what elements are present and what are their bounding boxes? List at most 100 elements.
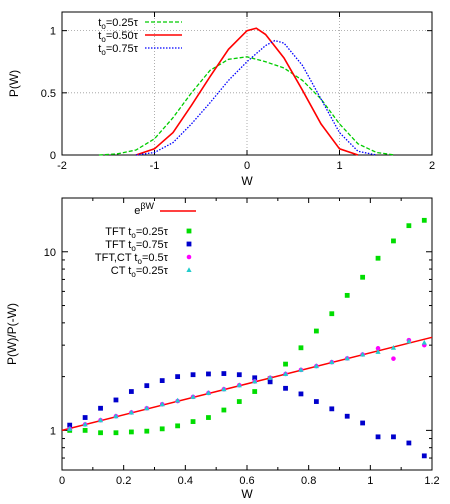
x-tick-label: 0.2: [116, 475, 131, 487]
legend-label-1: TFT to=0.25τ: [105, 226, 168, 240]
series-2: [67, 371, 427, 459]
data-point: [421, 453, 427, 459]
legend-marker-2: [186, 241, 192, 247]
data-point: [98, 405, 103, 411]
legend-label-2: TFT to=0.75τ: [105, 239, 168, 253]
data-point: [344, 355, 350, 361]
x-tick-label: 0: [59, 475, 65, 487]
x-axis-label: W: [241, 174, 253, 188]
y-tick-label: 1: [50, 425, 56, 437]
data-point: [283, 361, 288, 367]
data-point: [252, 375, 258, 381]
data-point: [67, 422, 73, 428]
data-point: [205, 390, 212, 395]
data-point: [221, 371, 227, 376]
data-point: [344, 292, 350, 298]
data-point: [144, 383, 150, 389]
top-chart: -2 -1 0 1 2 0 0.5 1 W P(W) to=0.25τto=0.50τto=0.75…: [7, 11, 435, 188]
series-4: [67, 338, 427, 431]
data-point: [159, 401, 165, 407]
data-point: [267, 379, 273, 385]
data-point: [421, 339, 427, 345]
data-point: [236, 399, 242, 404]
x-tick-label: 1.2: [424, 475, 439, 487]
data-point: [344, 413, 350, 419]
data-point: [113, 413, 119, 419]
data-point: [190, 419, 196, 424]
data-point: [360, 351, 366, 357]
data-point: [391, 356, 396, 361]
data-point: [283, 385, 288, 391]
series-1: [67, 217, 427, 436]
series-line-3: [135, 39, 377, 156]
data-point: [252, 389, 258, 394]
y-axis-label: P(W)/P(-W): [5, 303, 19, 365]
data-point: [375, 255, 381, 261]
data-point: [206, 415, 211, 420]
y-axis-label: P(W): [7, 70, 21, 97]
data-point: [282, 371, 289, 376]
legend-marker-4: [186, 267, 192, 272]
data-point: [298, 391, 304, 397]
data-point: [190, 372, 196, 378]
series-line-1: [98, 56, 396, 156]
data-point: [375, 346, 381, 351]
legend-label-ebw: eβW: [134, 201, 154, 217]
data-point: [159, 378, 165, 383]
x-tick-label: 0.8: [301, 475, 316, 487]
legend-marker-3: [186, 254, 192, 260]
data-point: [175, 397, 181, 403]
y-tick-label: 1: [50, 26, 56, 38]
data-point: [329, 311, 335, 317]
data-point: [236, 372, 242, 378]
data-point: [128, 389, 134, 394]
legend-marker-1: [186, 228, 192, 234]
x-tick-label: 0: [244, 160, 250, 172]
data-point: [375, 349, 381, 354]
data-point: [159, 426, 165, 432]
data-point: [406, 223, 412, 229]
data-point: [128, 409, 134, 415]
data-point: [221, 386, 227, 392]
x-tick-label: 0.6: [239, 475, 254, 487]
x-tick-label: 2: [429, 160, 435, 172]
data-point: [421, 217, 427, 223]
legend-label-4: CT to=0.25τ: [111, 265, 169, 279]
data-point: [144, 428, 150, 434]
series-line-2: [135, 27, 359, 156]
x-tick-label: 1: [336, 160, 342, 172]
data-point: [252, 378, 258, 384]
data-point: [98, 430, 103, 436]
data-point: [406, 338, 412, 344]
x-tick-label: 0.4: [178, 475, 193, 487]
data-point: [97, 417, 104, 423]
legend-label-3: to=0.75τ: [98, 43, 138, 57]
data-point: [313, 399, 319, 404]
x-tick-label: -1: [150, 160, 160, 172]
data-point: [190, 394, 196, 399]
data-point: [236, 382, 242, 388]
data-point: [360, 420, 366, 426]
data-point: [144, 405, 150, 411]
data-point: [267, 374, 273, 380]
data-point: [329, 406, 335, 412]
x-axis-label: W: [241, 487, 253, 501]
legend-label-2: to=0.50τ: [98, 30, 138, 44]
data-point: [313, 363, 319, 369]
ebw-line: [61, 336, 433, 432]
data-point: [360, 274, 366, 280]
data-point: [313, 328, 319, 334]
data-point: [82, 427, 88, 433]
y-tick-label: 0: [50, 150, 56, 162]
legend-label-3: TFT,CT to=0.5τ: [95, 252, 169, 266]
data-point: [82, 421, 88, 427]
data-point: [390, 344, 397, 350]
y-tick-label: 10: [44, 247, 56, 259]
data-point: [206, 371, 211, 377]
data-point: [113, 397, 119, 403]
data-point: [391, 434, 396, 440]
data-point: [406, 440, 412, 446]
